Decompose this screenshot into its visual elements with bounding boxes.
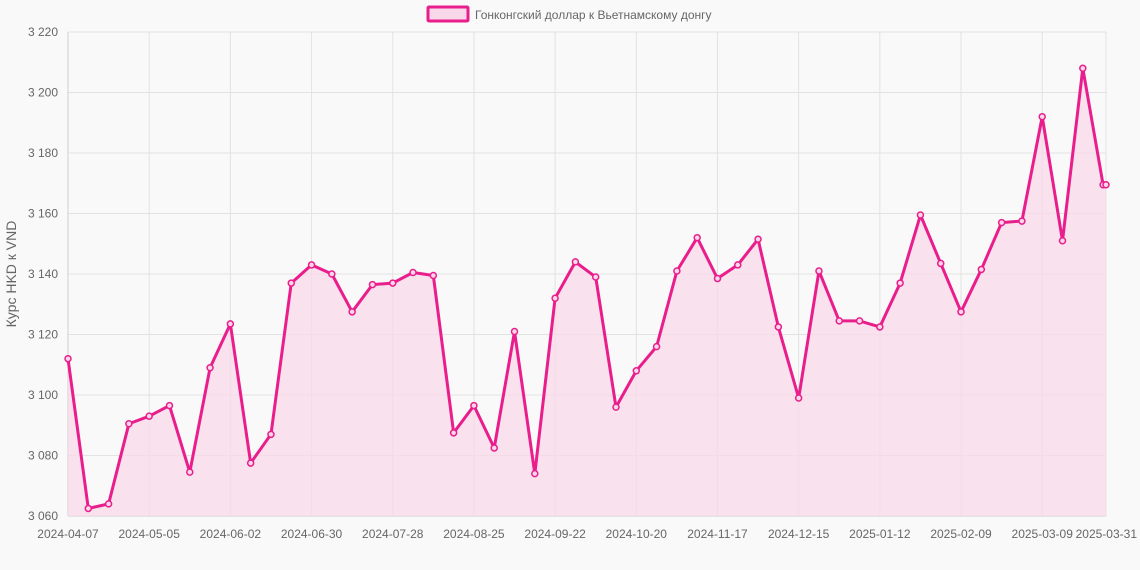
y-tick-label: 3 080 (28, 449, 58, 463)
data-point[interactable] (1018, 217, 1026, 225)
y-tick-label: 3 200 (28, 86, 58, 100)
series-area-fill (68, 68, 1106, 517)
y-tick-label: 3 140 (28, 267, 58, 281)
data-point[interactable] (388, 279, 397, 287)
x-tick-label: 2024-04-07 (37, 527, 99, 541)
data-point[interactable] (64, 354, 72, 363)
data-point[interactable] (368, 280, 377, 289)
data-point[interactable] (409, 268, 417, 277)
series-area (68, 68, 1106, 517)
data-point[interactable] (307, 261, 316, 269)
x-tick-label: 2024-10-20 (606, 527, 668, 541)
data-point[interactable] (632, 367, 641, 375)
data-point[interactable] (1038, 112, 1046, 121)
data-point[interactable] (267, 430, 275, 439)
data-point[interactable] (1079, 64, 1087, 73)
y-tick-label: 3 180 (28, 146, 58, 160)
y-tick-label: 3 060 (28, 509, 58, 523)
x-axis-ticks: 2024-04-07 2024-05-05 2024-06-02 2024-06-30… (37, 527, 1137, 541)
data-point[interactable] (977, 265, 986, 274)
data-point[interactable] (652, 342, 661, 351)
y-axis-ticks: 3 060 3 080 3 100 3 120 3 140 3 160 3 180 3 200… (28, 25, 58, 523)
x-tick-label: 2024-06-30 (281, 527, 343, 541)
data-point[interactable] (145, 412, 153, 420)
legend[interactable]: Гонконгский доллар к Вьетнамскому донгу (426, 5, 712, 23)
data-point[interactable] (693, 233, 701, 242)
x-tick-label: 2024-06-02 (200, 527, 262, 541)
data-point[interactable] (754, 235, 762, 243)
data-point[interactable] (84, 504, 93, 513)
data-point[interactable] (348, 308, 356, 316)
x-tick-label: 2024-12-15 (768, 527, 830, 541)
data-point[interactable] (206, 364, 214, 372)
data-point[interactable] (531, 469, 539, 478)
data-point[interactable] (936, 259, 945, 268)
data-point[interactable] (957, 308, 965, 316)
data-point[interactable] (429, 271, 438, 280)
y-tick-label: 3 120 (28, 328, 58, 342)
legend-label[interactable]: Гонконгский доллар к Вьетнамскому донгу (475, 8, 712, 22)
y-tick-label: 3 220 (28, 25, 58, 39)
x-tick-label: 2024-05-05 (118, 527, 180, 541)
data-point[interactable] (713, 274, 722, 283)
data-point[interactable] (1058, 236, 1067, 245)
data-point[interactable] (896, 279, 904, 287)
y-tick-label: 3 160 (28, 207, 58, 221)
data-point[interactable] (855, 317, 864, 325)
data-point[interactable] (673, 267, 681, 275)
data-point[interactable] (510, 327, 519, 336)
x-tick-label: 2024-08-25 (443, 527, 505, 541)
x-tick-label: 2024-09-22 (524, 527, 586, 541)
data-point[interactable] (226, 320, 235, 328)
data-point[interactable] (104, 500, 113, 508)
data-point[interactable] (551, 294, 559, 302)
data-point[interactable] (876, 323, 884, 331)
data-point[interactable] (774, 323, 783, 331)
data-point[interactable] (571, 258, 580, 266)
x-tick-label: 2024-11-17 (687, 527, 748, 541)
data-point[interactable] (287, 279, 296, 287)
data-point[interactable] (490, 444, 498, 452)
data-point[interactable] (470, 401, 478, 410)
data-point[interactable] (165, 401, 174, 410)
x-tick-label: 2024-07-28 (362, 527, 424, 541)
data-points (64, 64, 1110, 513)
data-point[interactable] (815, 267, 823, 275)
x-tick-label: 2025-01-12 (849, 527, 911, 541)
y-axis-title: Курс HKD к VND (3, 221, 19, 328)
data-point[interactable] (997, 218, 1006, 227)
data-point[interactable] (835, 317, 844, 325)
data-point[interactable] (591, 273, 600, 281)
x-tick-label: 2025-03-09 (1012, 527, 1074, 541)
x-tick-label: 2025-02-09 (930, 527, 992, 541)
data-point[interactable] (1102, 181, 1110, 189)
data-point[interactable] (246, 459, 255, 467)
data-point[interactable] (449, 429, 458, 437)
data-point[interactable] (328, 270, 336, 278)
data-point[interactable] (794, 394, 803, 402)
data-point[interactable] (612, 403, 620, 411)
legend-swatch[interactable] (426, 5, 470, 23)
data-point[interactable] (125, 419, 133, 428)
y-tick-label: 3 100 (28, 388, 58, 402)
x-tick-label: 2025-03-31 (1076, 527, 1138, 541)
data-point[interactable] (916, 211, 925, 219)
data-point[interactable] (186, 468, 194, 476)
data-point[interactable] (734, 261, 742, 269)
